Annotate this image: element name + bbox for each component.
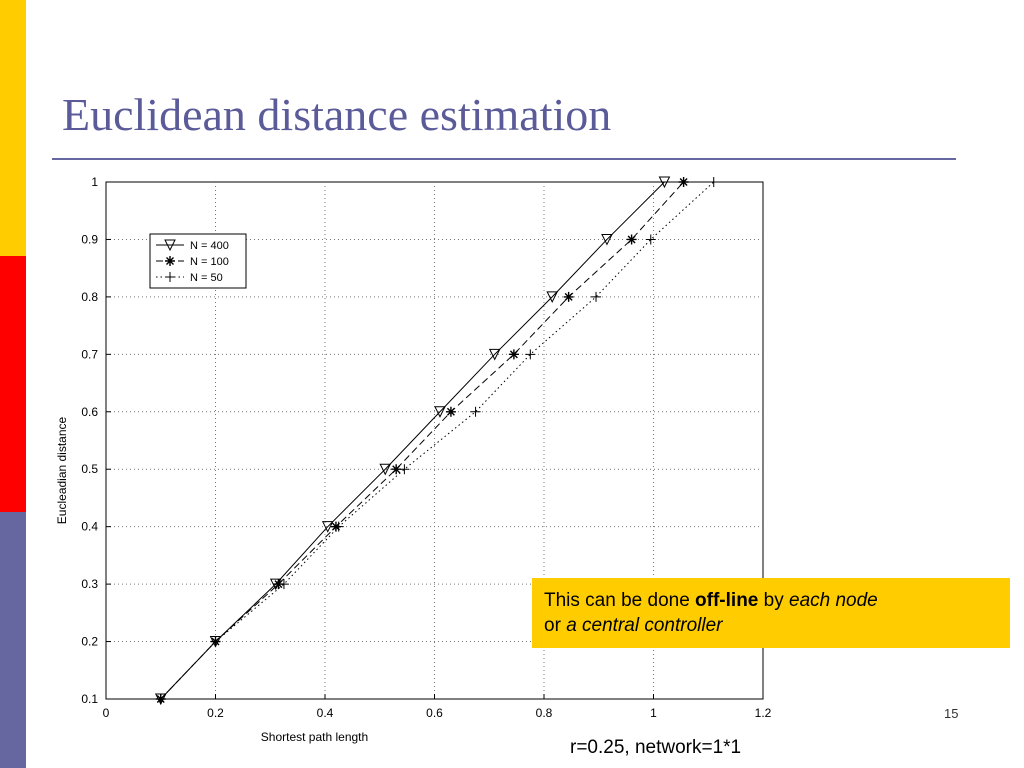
y-tick-label: 0.9 — [81, 232, 98, 246]
data-point — [488, 348, 501, 361]
y-tick-label: 0.6 — [81, 405, 98, 419]
callout-bold-text: off-line — [695, 590, 759, 611]
slide-title: Euclidean distance estimation — [62, 89, 612, 140]
x-tick-label: 0 — [103, 706, 110, 720]
callout-text-mid: by — [758, 590, 789, 611]
data-point — [273, 579, 284, 590]
y-tick-label: 0.7 — [81, 347, 98, 361]
data-point — [546, 291, 559, 304]
line-chart: 0 0.2 0.4 0.6 0.8 1 1.2 0.1 0.2 0.3 0.4 0.5 0.6 0.7 0.… — [55, 175, 772, 744]
data-point — [525, 349, 536, 360]
x-tick-label: 0.8 — [536, 706, 553, 720]
x-tick-label: 1.2 — [755, 706, 772, 720]
legend-label: N = 50 — [190, 272, 223, 284]
legend-label: N = 400 — [190, 240, 229, 252]
x-tick-label: 0.4 — [317, 706, 334, 720]
legend-marker — [164, 239, 176, 252]
data-point — [379, 463, 392, 476]
accent-bar-yellow — [0, 0, 26, 256]
data-point — [210, 636, 221, 647]
figure-caption: r=0.25, network=1*1 — [570, 737, 742, 758]
data-point — [391, 464, 402, 475]
accent-bar-red — [0, 256, 26, 512]
x-axis-label: Shortest path length — [261, 730, 368, 744]
y-tick-label: 0.4 — [81, 520, 98, 534]
data-point — [445, 406, 456, 417]
data-point — [601, 233, 613, 246]
data-point — [563, 291, 574, 302]
callout-box: This can be done off-line by each node o… — [532, 578, 1010, 648]
legend-label: N = 100 — [190, 256, 229, 268]
data-point — [658, 176, 671, 189]
y-tick-label: 1 — [91, 175, 98, 189]
y-axis-label: Eucleadian distance — [55, 416, 69, 524]
data-point — [678, 177, 689, 187]
x-tick-label: 0.2 — [207, 706, 224, 720]
data-point — [278, 579, 289, 590]
legend-marker — [165, 272, 175, 282]
y-tick-label: 0.8 — [81, 290, 98, 304]
callout-line2-prefix: or — [544, 615, 567, 636]
legend-marker — [165, 256, 175, 266]
series-line — [160, 181, 665, 700]
data-point — [399, 464, 410, 475]
y-tick-label: 0.3 — [81, 577, 98, 591]
callout-text-prefix: This can be done — [544, 590, 696, 611]
data-point — [155, 694, 166, 704]
data-point — [470, 406, 481, 417]
accent-bar-blue — [0, 512, 26, 768]
callout-italic-text-2: a central controller — [566, 615, 723, 636]
y-tick-label: 0.2 — [81, 635, 98, 649]
y-tick-label: 0.5 — [81, 462, 98, 476]
x-tick-label: 1 — [650, 706, 657, 720]
y-tick-label: 0.1 — [81, 692, 98, 706]
x-tick-label: 0.6 — [426, 706, 443, 720]
data-point — [626, 234, 637, 245]
data-point — [708, 177, 719, 187]
data-point — [591, 291, 602, 302]
data-point — [508, 349, 519, 360]
page-number: 15 — [944, 706, 959, 721]
series-line — [160, 181, 684, 700]
data-point — [434, 406, 446, 418]
title-divider — [52, 158, 956, 160]
data-point — [321, 521, 334, 533]
data-point — [645, 234, 656, 245]
callout-italic-text-1: each node — [789, 590, 878, 611]
data-point — [333, 521, 344, 532]
